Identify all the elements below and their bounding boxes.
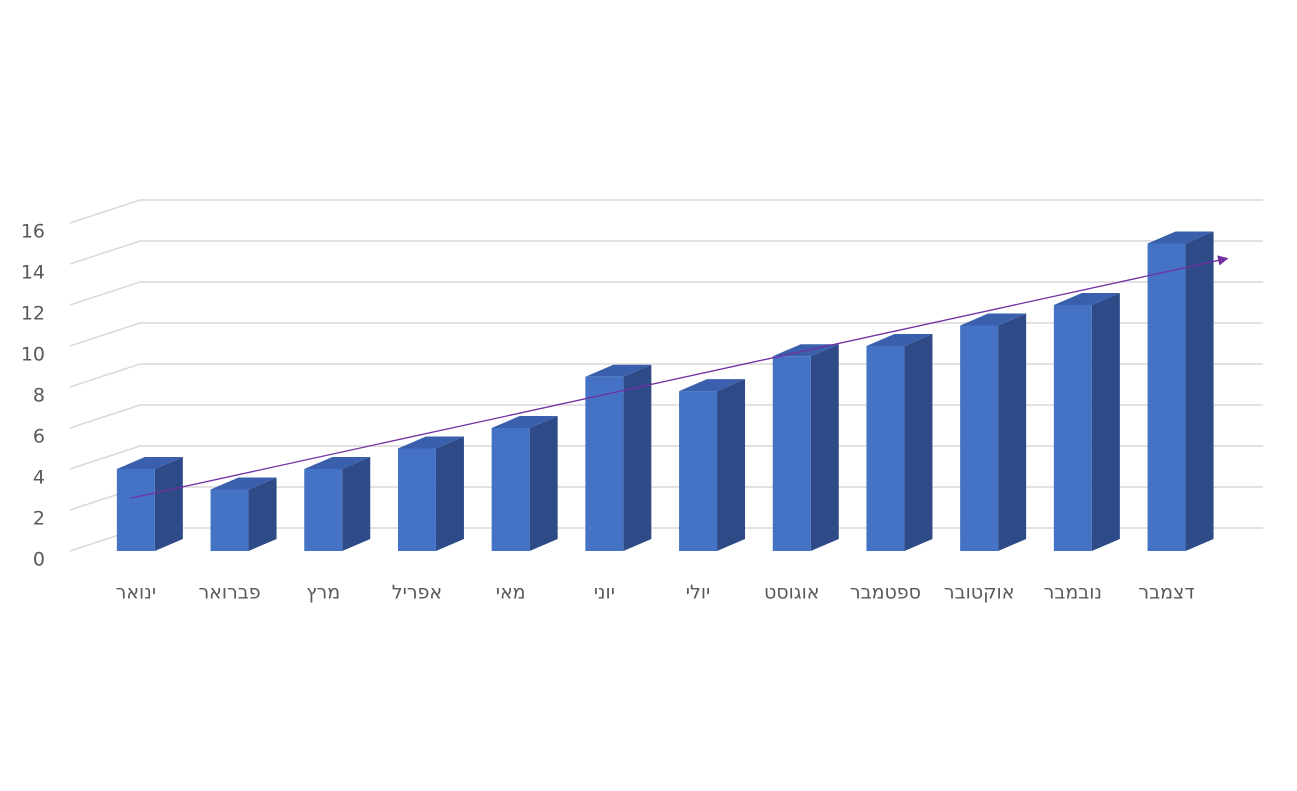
bar bbox=[397, 448, 436, 551]
x-tick-label: יולי bbox=[686, 582, 710, 604]
x-tick-label: אוגוסט bbox=[764, 582, 820, 604]
bar-top bbox=[585, 364, 652, 377]
grid-line bbox=[69, 281, 1263, 306]
bar bbox=[772, 356, 811, 551]
bar-top bbox=[866, 334, 933, 346]
bar-side bbox=[810, 344, 839, 551]
bar bbox=[1053, 305, 1092, 551]
bar-side bbox=[342, 457, 371, 551]
bar-side bbox=[717, 379, 746, 551]
bar-top bbox=[1147, 231, 1214, 244]
y-tick-label: 8 bbox=[33, 385, 45, 407]
bar-side bbox=[998, 313, 1027, 551]
bar-side bbox=[248, 477, 277, 551]
y-tick-label: 14 bbox=[21, 262, 45, 284]
bar-top bbox=[491, 416, 558, 428]
trendline bbox=[130, 255, 1229, 499]
y-tick-label: 12 bbox=[21, 303, 45, 325]
x-tick-label: ינואר bbox=[116, 582, 156, 604]
y-tick-label: 10 bbox=[21, 344, 45, 366]
y-tick-label: 2 bbox=[33, 508, 45, 530]
bar bbox=[304, 469, 343, 551]
bar-side bbox=[435, 436, 464, 551]
grid-line bbox=[69, 322, 1263, 347]
x-tick-label: ספטמבר bbox=[850, 582, 921, 604]
bar bbox=[679, 391, 718, 551]
bar-top bbox=[304, 457, 371, 469]
bar bbox=[491, 428, 530, 551]
bar bbox=[866, 346, 905, 551]
y-tick-label: 16 bbox=[21, 221, 45, 243]
x-tick-label: אפריל bbox=[392, 582, 442, 604]
bar-side bbox=[623, 364, 652, 551]
x-tick-label: דצמבר bbox=[1138, 582, 1194, 604]
x-tick-label: יוני bbox=[594, 582, 615, 604]
bar-top bbox=[397, 436, 464, 449]
grid-line bbox=[69, 240, 1263, 265]
x-tick-label: מאי bbox=[496, 582, 526, 604]
y-tick-label: 4 bbox=[33, 467, 45, 489]
bar bbox=[210, 489, 249, 551]
x-tick-label: נובמבר bbox=[1044, 582, 1102, 604]
bar-side bbox=[529, 416, 558, 551]
bar-side bbox=[154, 457, 183, 551]
bar bbox=[585, 376, 624, 551]
bar bbox=[116, 469, 155, 551]
y-tick-label: 0 bbox=[33, 549, 45, 571]
y-tick-label: 6 bbox=[33, 426, 45, 448]
bar bbox=[1147, 243, 1186, 551]
bar-side bbox=[904, 334, 933, 551]
bar-side bbox=[1185, 231, 1214, 551]
x-tick-label: אוקטובר bbox=[944, 582, 1015, 604]
bar-side bbox=[1091, 293, 1120, 551]
x-tick-label: מרץ bbox=[306, 582, 340, 604]
bar-top bbox=[210, 477, 277, 490]
bar bbox=[960, 325, 999, 551]
grid-line bbox=[69, 199, 1263, 224]
bar-top bbox=[960, 313, 1027, 326]
bar-top bbox=[1053, 293, 1120, 305]
bar-top bbox=[679, 379, 746, 392]
bar-top bbox=[116, 457, 183, 469]
x-tick-label: פברואר bbox=[198, 582, 260, 604]
